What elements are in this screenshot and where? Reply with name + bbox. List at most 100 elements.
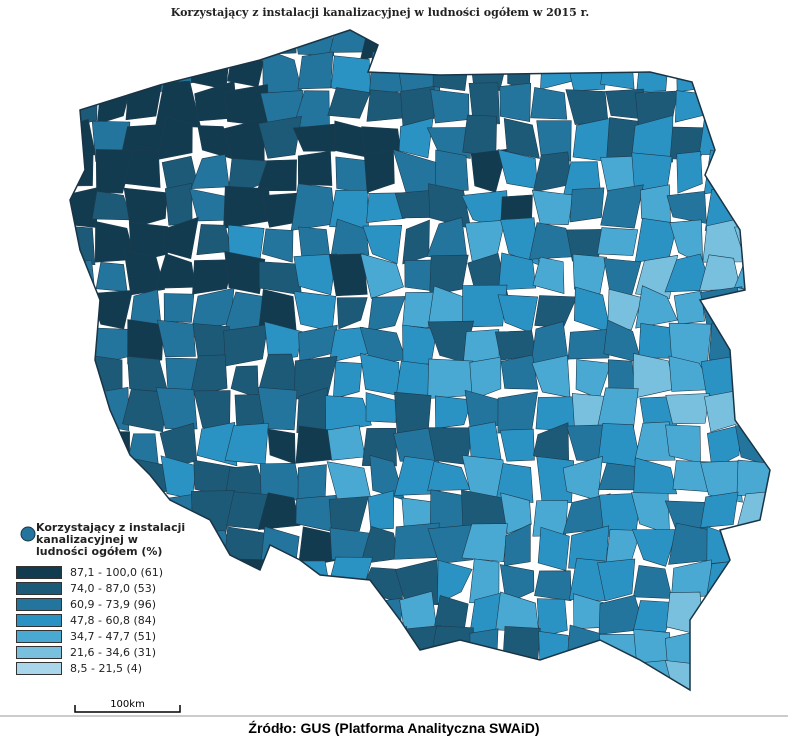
region xyxy=(700,354,743,398)
region xyxy=(256,159,297,192)
region xyxy=(363,149,395,193)
region xyxy=(365,392,399,423)
region xyxy=(676,151,703,194)
region xyxy=(192,592,230,640)
legend-item: 21,6 - 34,6 (31) xyxy=(16,644,191,660)
region xyxy=(703,149,742,195)
region xyxy=(367,490,395,530)
region xyxy=(332,361,363,400)
region xyxy=(497,294,539,334)
region xyxy=(428,625,475,669)
region xyxy=(70,353,90,399)
region xyxy=(124,48,159,91)
region xyxy=(223,324,269,367)
region xyxy=(70,118,96,156)
region xyxy=(633,457,678,495)
region xyxy=(226,670,266,690)
legend-label: 34,7 - 47,7 (51) xyxy=(70,629,157,643)
region xyxy=(500,492,532,535)
region xyxy=(70,87,98,129)
region xyxy=(499,82,532,123)
region xyxy=(95,262,128,293)
region xyxy=(159,30,203,60)
region xyxy=(674,90,708,123)
region xyxy=(360,253,404,299)
region xyxy=(768,637,770,670)
region xyxy=(572,117,611,163)
region xyxy=(743,327,770,364)
region xyxy=(393,522,440,560)
region xyxy=(743,561,770,605)
region xyxy=(402,219,430,265)
region xyxy=(779,462,788,493)
region xyxy=(738,30,770,55)
region xyxy=(223,558,268,605)
region xyxy=(734,149,770,192)
country-border xyxy=(69,29,771,692)
region xyxy=(742,625,770,672)
region xyxy=(437,559,473,605)
region xyxy=(737,185,770,222)
region xyxy=(564,51,608,92)
region xyxy=(601,663,640,690)
region xyxy=(362,225,403,265)
region xyxy=(327,87,371,119)
legend-label: 60,9 - 73,9 (96) xyxy=(70,597,157,611)
region xyxy=(257,387,298,431)
region xyxy=(767,30,770,57)
region xyxy=(600,48,635,90)
region xyxy=(666,190,707,224)
region xyxy=(230,365,259,399)
region xyxy=(427,460,471,492)
region xyxy=(465,30,508,60)
region xyxy=(738,595,770,639)
region xyxy=(497,391,538,434)
source: Źródło: GUS (Platforma Analityczna SWAiD… xyxy=(248,720,540,736)
region xyxy=(503,523,531,567)
region xyxy=(290,183,336,231)
region xyxy=(70,57,101,91)
region xyxy=(123,457,167,497)
region xyxy=(88,47,135,83)
region xyxy=(777,150,788,192)
region xyxy=(264,321,303,361)
region xyxy=(224,251,266,295)
region xyxy=(573,286,612,334)
region xyxy=(292,123,340,152)
region xyxy=(739,397,770,436)
legend-items: 87,1 - 100,0 (61) 74,0 - 87,0 (53) 60,9 - … xyxy=(16,564,191,676)
region xyxy=(189,30,237,60)
region xyxy=(534,295,578,328)
region xyxy=(335,627,371,670)
region xyxy=(500,354,539,390)
region xyxy=(263,562,300,603)
region xyxy=(328,496,369,532)
region xyxy=(70,225,96,266)
region xyxy=(125,82,163,121)
region xyxy=(540,48,573,90)
region xyxy=(495,591,540,633)
region xyxy=(768,322,770,356)
region xyxy=(293,253,337,296)
region xyxy=(702,599,748,639)
region xyxy=(325,395,372,434)
region xyxy=(771,192,788,224)
region xyxy=(70,187,98,228)
region xyxy=(776,259,788,293)
region xyxy=(469,628,499,672)
region xyxy=(154,253,196,289)
region xyxy=(164,182,193,226)
region xyxy=(392,659,436,690)
legend-item: 47,8 - 60,8 (84) xyxy=(16,612,191,628)
region xyxy=(297,51,334,90)
legend-swatch xyxy=(16,645,62,659)
region xyxy=(291,593,332,638)
region xyxy=(767,48,770,83)
region xyxy=(711,56,736,95)
region xyxy=(123,250,166,296)
region xyxy=(499,564,535,605)
region xyxy=(567,329,610,360)
region xyxy=(123,149,161,188)
region xyxy=(163,293,195,323)
